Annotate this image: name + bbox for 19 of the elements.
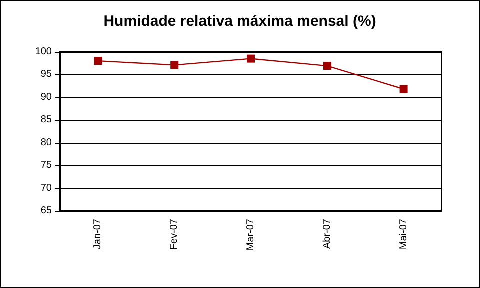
point: [400, 85, 408, 94]
chart-title: Humidade relativa máxima mensal (%): [104, 13, 376, 30]
point: [323, 62, 332, 70]
y-tick-label: 65: [40, 206, 52, 216]
y-tick-label: 90: [40, 92, 52, 103]
x-tick-label: Mar-07: [246, 218, 256, 251]
y-tick-label: 70: [40, 182, 52, 194]
x-tick-label: Jan-07: [92, 218, 104, 250]
y-tick-label: 95: [40, 69, 52, 80]
point: [247, 54, 255, 63]
y-tick-label: 75: [40, 160, 52, 172]
point: [94, 57, 102, 66]
point: [170, 61, 179, 70]
x-tick-label: Abr-07: [322, 218, 333, 250]
y-tick-label: 80: [40, 137, 52, 148]
y-tick-label: 100: [35, 46, 52, 58]
x-tick-label: Fev-07: [169, 218, 180, 250]
x-tick-label: Mai-07: [398, 218, 410, 250]
y-tick-label: 85: [40, 114, 52, 126]
